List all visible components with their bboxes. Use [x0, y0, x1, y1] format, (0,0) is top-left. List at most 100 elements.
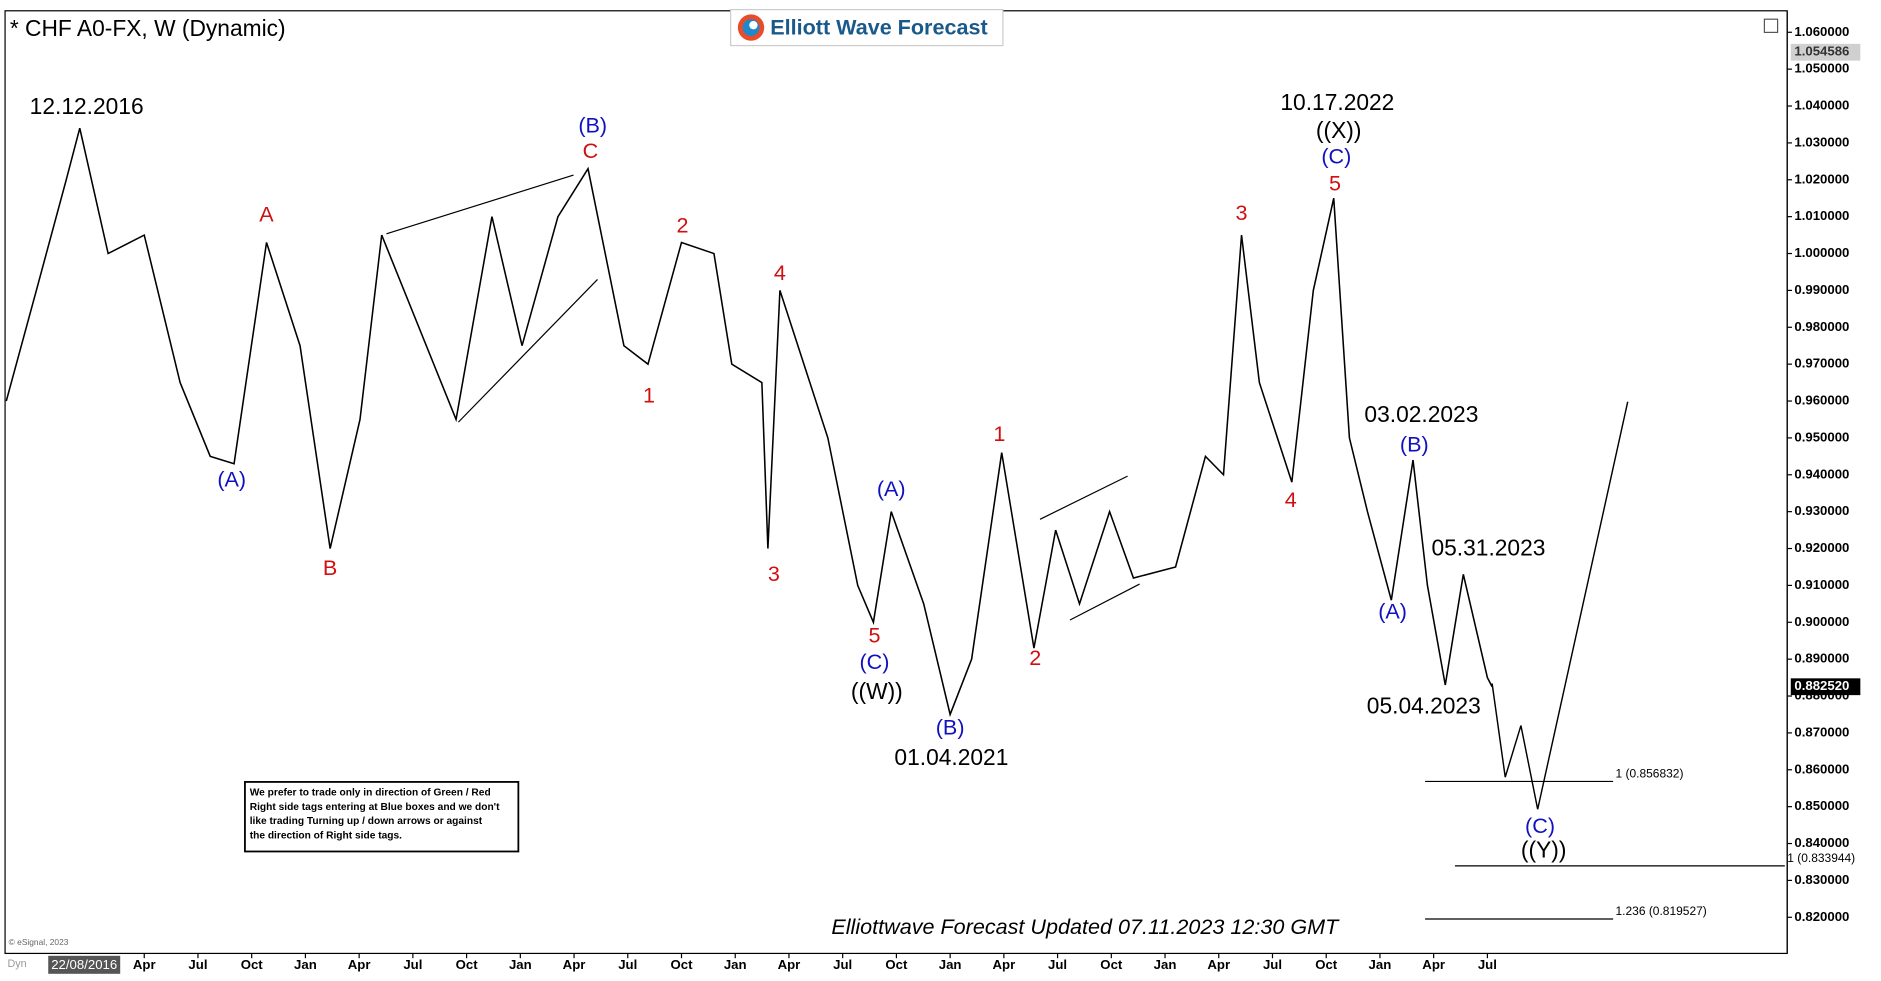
x-tick-label: Jan	[939, 957, 962, 972]
wave-label: 3	[768, 561, 780, 586]
x-tick-label: Apr	[1207, 957, 1230, 972]
x-tick-label: Oct	[241, 957, 264, 972]
x-tick-label: Oct	[1315, 957, 1338, 972]
y-tick-label: 0.860000	[1794, 761, 1849, 776]
x-tick-label: Apr	[133, 957, 156, 972]
wave-label: 5	[1329, 170, 1341, 195]
y-tick-label: 1.030000	[1794, 134, 1849, 149]
wave-label: A	[259, 202, 274, 227]
logo-icon-dot	[749, 20, 758, 30]
x-tick-label: Jan	[724, 957, 747, 972]
y-tick-label: 0.830000	[1794, 872, 1849, 887]
y-tick-label: 0.960000	[1794, 393, 1849, 408]
note-line: Right side tags entering at Blue boxes a…	[250, 802, 500, 813]
wave-label: (B)	[578, 113, 607, 138]
note-line: like trading Turning up / down arrows or…	[250, 816, 483, 827]
y-tick-label: 1.060000	[1794, 24, 1849, 39]
y-tick-label: 1.010000	[1794, 208, 1849, 223]
x-tick-label: Apr	[992, 957, 1015, 972]
y-tick-label: 0.850000	[1794, 798, 1849, 813]
wave-label: 4	[1285, 487, 1297, 512]
wave-label: 12.12.2016	[30, 93, 144, 119]
x-tick-label: Oct	[885, 957, 908, 972]
projection-line	[1491, 401, 1629, 810]
x-tick-label: Jan	[509, 957, 532, 972]
y-tick-label: 0.970000	[1794, 356, 1849, 371]
x-tick-label: Oct	[1100, 957, 1123, 972]
wave-label: (C)	[859, 649, 889, 674]
x-tick-label: Jul	[1263, 957, 1282, 972]
y-tick-label: 0.990000	[1794, 282, 1849, 297]
wave-label: (B)	[1400, 432, 1429, 457]
cursor-date-box	[48, 955, 121, 974]
wave-label: 05.04.2023	[1367, 692, 1481, 718]
x-tick-label: Oct	[671, 957, 694, 972]
logo-box	[730, 8, 1004, 47]
note-line: the direction of Right side tags.	[250, 831, 402, 842]
price-tag	[1790, 43, 1861, 61]
x-tick-label: Jan	[1154, 957, 1177, 972]
mode-label: Dyn	[7, 958, 26, 970]
y-tick-label: 0.930000	[1794, 503, 1849, 518]
y-tick-label: 1.020000	[1794, 171, 1849, 186]
x-tick-label: Apr	[348, 957, 371, 972]
trendline	[386, 174, 574, 235]
cursor-date: 22/08/2016	[51, 957, 117, 972]
wave-label: (C)	[1321, 144, 1351, 169]
y-tick-label: 0.940000	[1794, 466, 1849, 481]
y-tick-label: 0.840000	[1794, 835, 1849, 850]
y-tick-label: 1.050000	[1794, 61, 1849, 76]
wave-label: B	[323, 555, 337, 580]
x-tick-label: Apr	[1422, 957, 1445, 972]
x-tick-label: Jul	[1048, 957, 1067, 972]
price-tag-label: 1.054586	[1794, 44, 1849, 59]
wave-label: C	[583, 138, 599, 163]
copyright: © eSignal, 2023	[9, 937, 69, 947]
fib-label: 1 (0.856832)	[1616, 766, 1684, 780]
wave-label: 2	[677, 212, 689, 237]
wave-label: 3	[1236, 200, 1248, 225]
x-tick-label: Jan	[1369, 957, 1392, 972]
wave-label: ((W))	[851, 678, 903, 704]
price-tag	[1790, 678, 1861, 696]
x-tick-label: Jan	[294, 957, 317, 972]
wave-label: 10.17.2022	[1280, 89, 1394, 115]
y-tick-label: 0.980000	[1794, 319, 1849, 334]
x-tick-label: Apr	[778, 957, 801, 972]
wave-label: 2	[1029, 645, 1041, 670]
x-tick-label: Jul	[618, 957, 637, 972]
y-tick-label: 0.820000	[1794, 909, 1849, 924]
wave-label: (A)	[877, 476, 906, 501]
wave-label: (C)	[1525, 813, 1555, 838]
y-tick-label: 0.920000	[1794, 540, 1849, 555]
trendline	[457, 279, 598, 423]
y-tick-label: 0.900000	[1794, 614, 1849, 629]
y-tick-label: 0.950000	[1794, 429, 1849, 444]
wave-label: 05.31.2023	[1431, 534, 1545, 560]
footer: Elliottwave Forecast Updated 07.11.2023 …	[831, 914, 1340, 939]
y-tick-label: 0.890000	[1794, 651, 1849, 666]
x-tick-label: Jul	[1478, 957, 1497, 972]
fib-label: 1 (0.833944)	[1787, 851, 1855, 865]
note-line: We prefer to trade only in direction of …	[250, 787, 491, 798]
y-tick-label: 0.870000	[1794, 724, 1849, 739]
wave-label: (A)	[1378, 598, 1407, 623]
wave-label: 1	[643, 383, 655, 408]
x-tick-label: Jul	[188, 957, 207, 972]
y-tick-label: 1.000000	[1794, 245, 1849, 260]
wave-label: 1	[993, 421, 1005, 446]
price-line	[5, 127, 1493, 718]
price-tag-label: 0.882520	[1794, 678, 1849, 693]
window-icon[interactable]	[1763, 18, 1779, 33]
wave-label: 03.02.2023	[1364, 401, 1478, 427]
note-box	[244, 781, 520, 853]
x-tick-label: Jul	[833, 957, 852, 972]
x-tick-label: Apr	[563, 957, 586, 972]
x-tick-label: Jul	[403, 957, 422, 972]
wave-label: (B)	[936, 715, 965, 740]
y-tick-label: 0.910000	[1794, 577, 1849, 592]
chart-title: * CHF A0-FX, W (Dynamic)	[10, 15, 286, 41]
wave-label: ((Y))	[1521, 836, 1567, 862]
y-tick-label: 1.040000	[1794, 98, 1849, 113]
